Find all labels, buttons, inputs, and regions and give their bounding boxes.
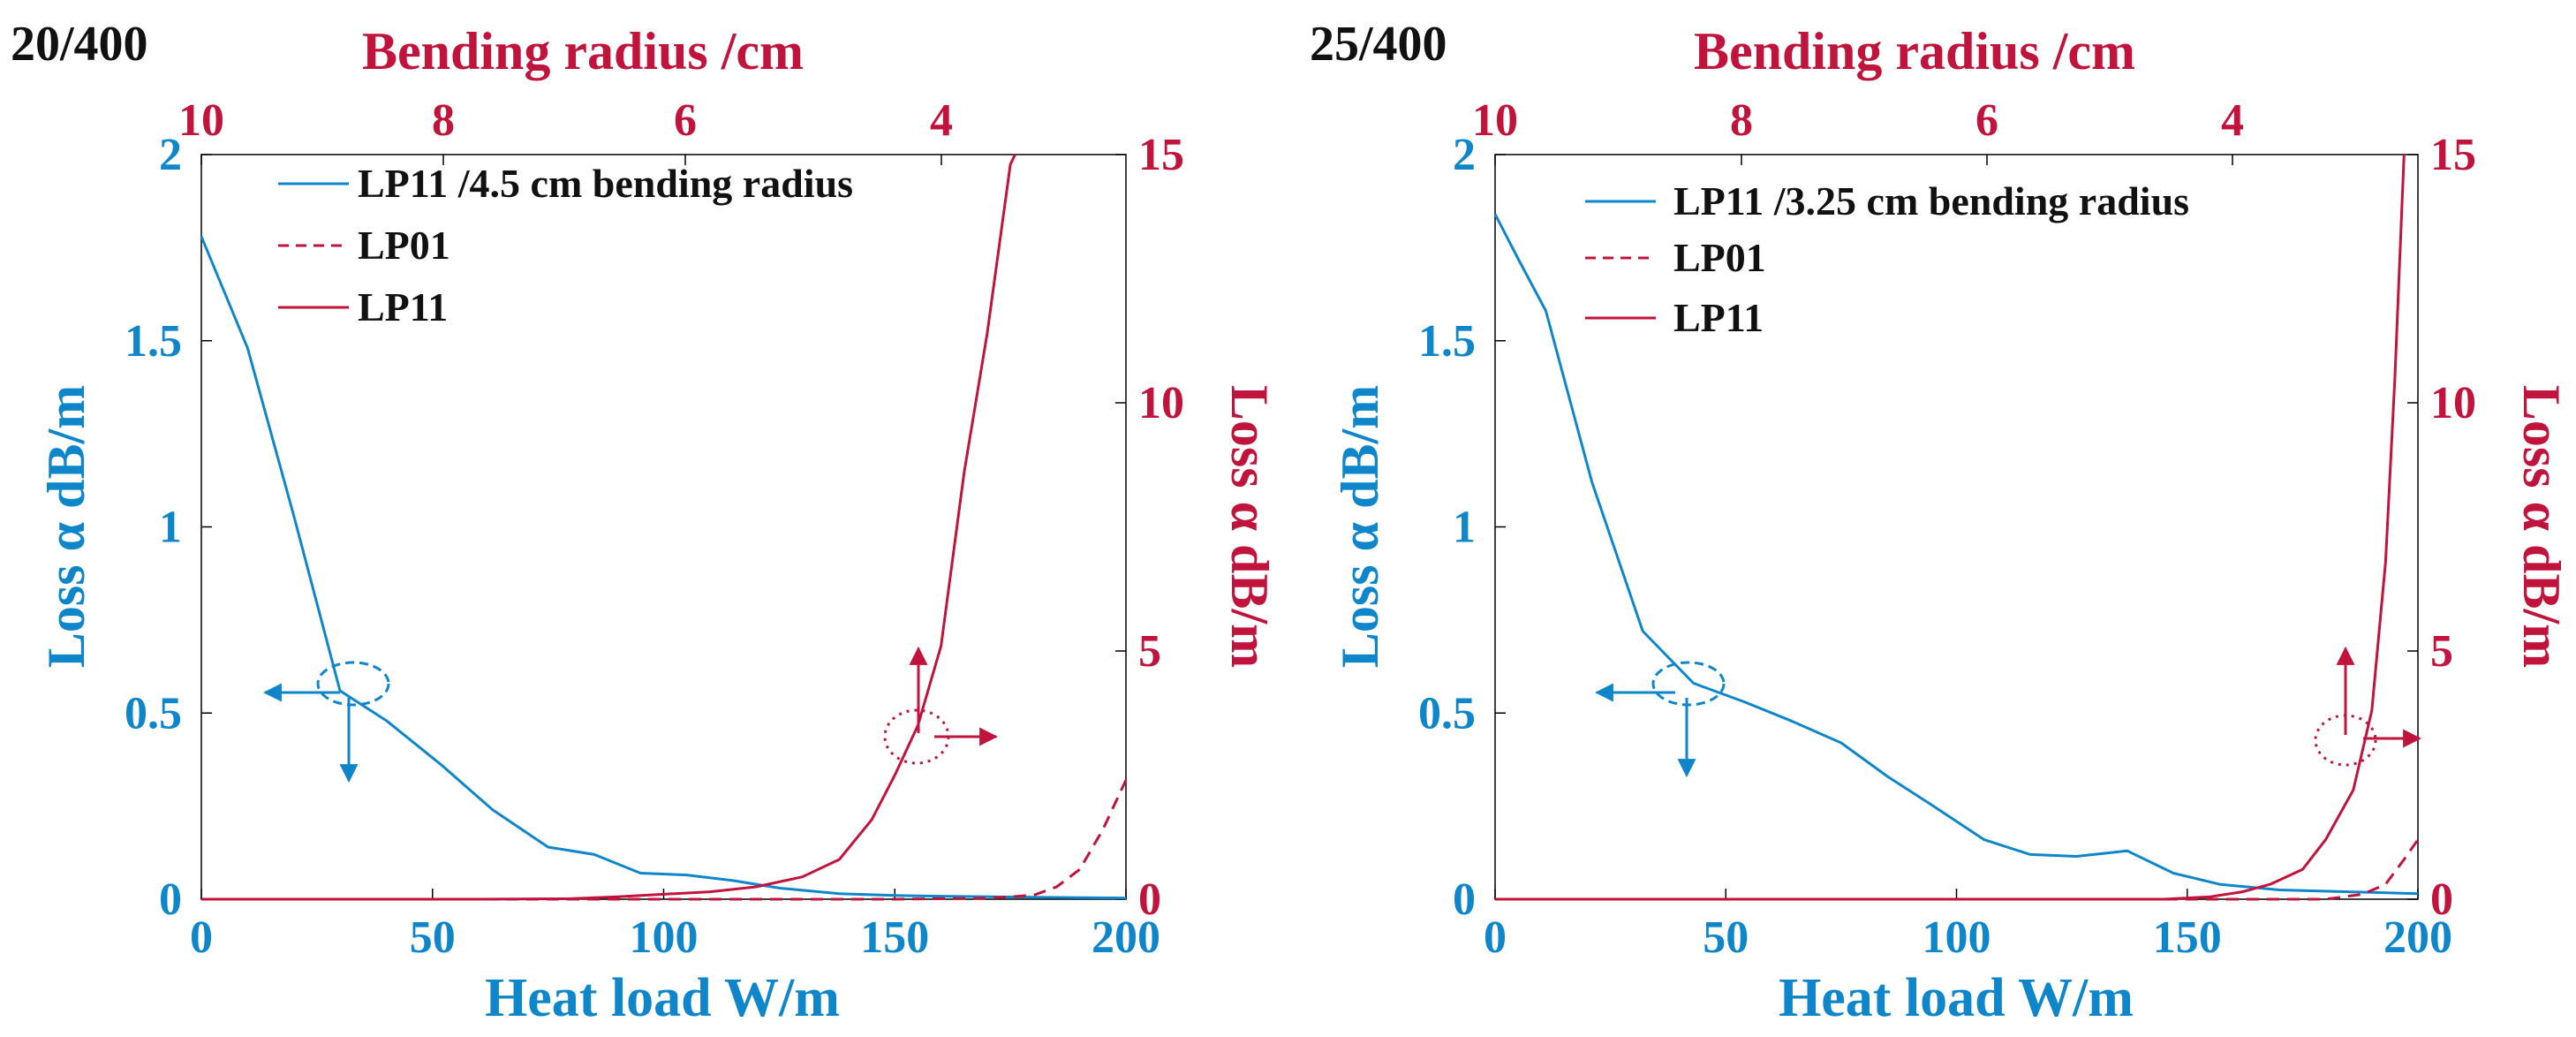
plot-frame [1494,154,2419,900]
legend-entry-2: LP01 [358,223,450,268]
right-tick-label: 0 [1138,874,1161,925]
top-tick-label: 6 [674,95,697,146]
x-tick-label: 100 [630,912,699,963]
axis-annotations [262,646,999,783]
legend-entry-3: LP11 [358,284,448,329]
legend-entry-1: LP11 /3.25 cm bending radius [1673,178,2189,223]
left-axis-ellipse [1651,661,1726,707]
plot-frame [200,154,1127,900]
legend: LP11 /4.5 cm bending radius LP01 LP11 [278,161,853,329]
left-axis-title: Loss α dB/m [37,385,95,668]
series-line-2 [1495,154,2406,901]
top-axis: 10 8 6 4 [178,95,953,165]
series-lines [1493,154,2420,901]
left-tick-label: 1.5 [125,316,182,367]
series-line-2 [201,154,1016,901]
panel-label: 20/400 [11,17,148,72]
x-tick-label: 150 [860,912,929,963]
right-tick-label: 10 [2430,378,2476,428]
x-tick-label: 50 [1703,912,1749,963]
series-line-0 [1493,213,2419,896]
top-axis: 10 8 6 4 [1472,95,2244,165]
left-tick-label: 1 [1453,503,1476,553]
right-tick-label: 5 [2430,626,2453,677]
left-axis: 0 0.5 1 1.5 2 [1418,130,1506,925]
chart-panel-2: 25/400 Bending radius /cm 0 50 100 150 200 1… [1310,17,2571,1028]
x-tick-label: 150 [2153,912,2222,963]
left-tick-label: 0.5 [125,688,182,738]
top-axis-title: Bending radius /cm [362,22,804,80]
x-tick-label: 100 [1923,912,1991,963]
top-tick-label: 10 [1472,95,1518,146]
chart-panel-1: 20/400 Bending radius /cm 0 50 100 150 200 1… [11,17,1279,1028]
top-tick-label: 8 [432,95,455,146]
x-axis-title: Heat load W/m [1779,968,2134,1028]
left-tick-label: 2 [159,130,182,180]
series-line-0 [200,236,1127,900]
left-tick-label: 0 [159,874,182,925]
x-tick-label: 0 [1484,912,1507,963]
top-axis-title: Bending radius /cm [1694,22,2135,80]
left-axis: 0 0.5 1 1.5 2 [125,130,212,925]
left-tick-label: 2 [1453,130,1476,180]
legend-entry-2: LP01 [1673,235,1766,280]
left-tick-label: 1.5 [1418,316,1476,367]
panel-label: 25/400 [1310,17,1447,72]
right-axis-title: Loss α dB/m [1220,385,1279,668]
top-tick-label: 4 [2221,95,2244,146]
right-tick-label: 10 [1138,378,1184,428]
right-tick-label: 15 [1138,130,1184,180]
left-tick-label: 0.5 [1418,688,1476,738]
x-tick-label: 50 [410,912,456,963]
right-tick-label: 0 [2430,874,2453,925]
axis-annotations [1594,646,2422,778]
top-tick-label: 8 [1730,95,1753,146]
x-tick-label: 200 [2383,912,2452,963]
series-line-1 [1495,838,2420,901]
right-tick-label: 15 [2430,130,2476,180]
x-axis-title: Heat load W/m [485,968,840,1028]
top-tick-label: 10 [178,95,224,146]
legend-entry-1: LP11 /4.5 cm bending radius [358,161,853,206]
series-line-1 [201,779,1128,901]
right-axis: 0 5 10 15 [1115,130,1184,925]
x-tick-label: 200 [1092,912,1160,963]
x-axis: 0 50 100 150 200 [1484,889,2452,963]
left-tick-label: 0 [1453,874,1476,925]
right-tick-label: 5 [1138,626,1161,677]
left-axis-ellipse [316,661,390,707]
top-tick-label: 6 [1975,95,1998,146]
legend-entry-3: LP11 [1673,295,1764,340]
left-axis-title: Loss α dB/m [1331,385,1389,668]
right-axis-title: Loss α dB/m [2512,385,2571,668]
x-axis: 0 50 100 150 200 [190,889,1160,963]
top-tick-label: 4 [930,95,953,146]
right-axis: 0 5 10 15 [2407,130,2476,925]
legend: LP11 /3.25 cm bending radius LP01 LP11 [1585,178,2189,340]
series-lines [200,154,1128,901]
left-tick-label: 1 [159,503,182,553]
x-tick-label: 0 [190,912,213,963]
